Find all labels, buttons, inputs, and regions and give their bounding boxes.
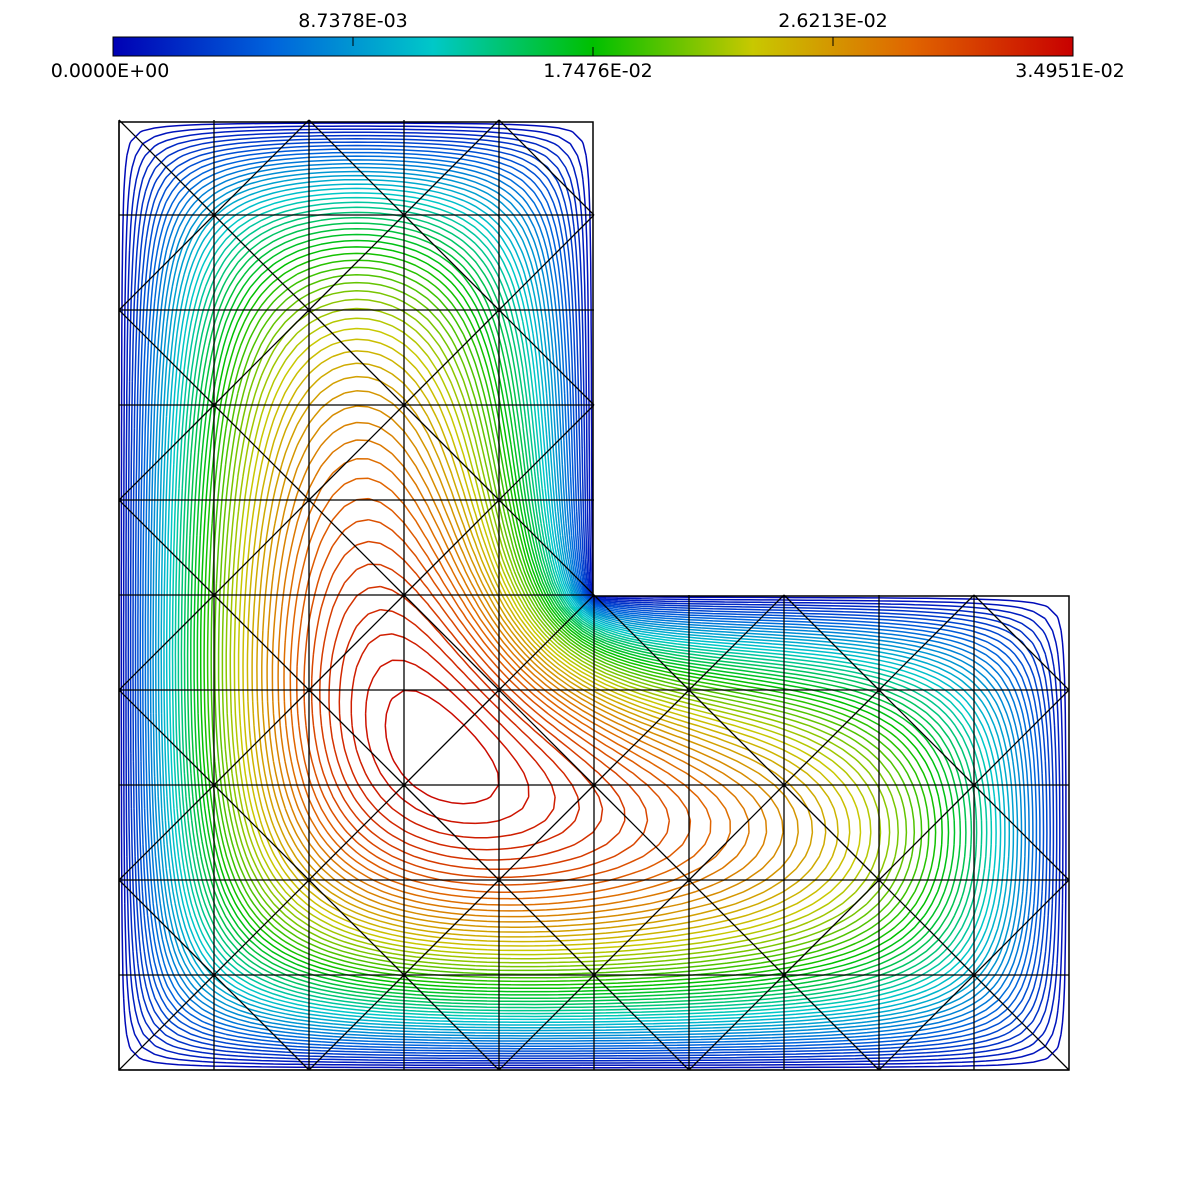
colorbar-bottom-label-max: 3.4951E-02 [1015,60,1125,82]
colorbar-top-label-1: 8.7378E-03 [298,10,408,32]
triangular-mesh [119,120,1069,1070]
colorbar: 8.7378E-03 2.6213E-02 0.0000E+00 1.7476E… [51,10,1125,82]
colorbar-bottom-label-min: 0.0000E+00 [51,60,170,82]
mesh-edges [119,120,1069,1070]
colorbar-bottom-label-mid: 1.7476E-02 [543,60,653,82]
colorbar-top-label-2: 2.6213E-02 [778,10,888,32]
